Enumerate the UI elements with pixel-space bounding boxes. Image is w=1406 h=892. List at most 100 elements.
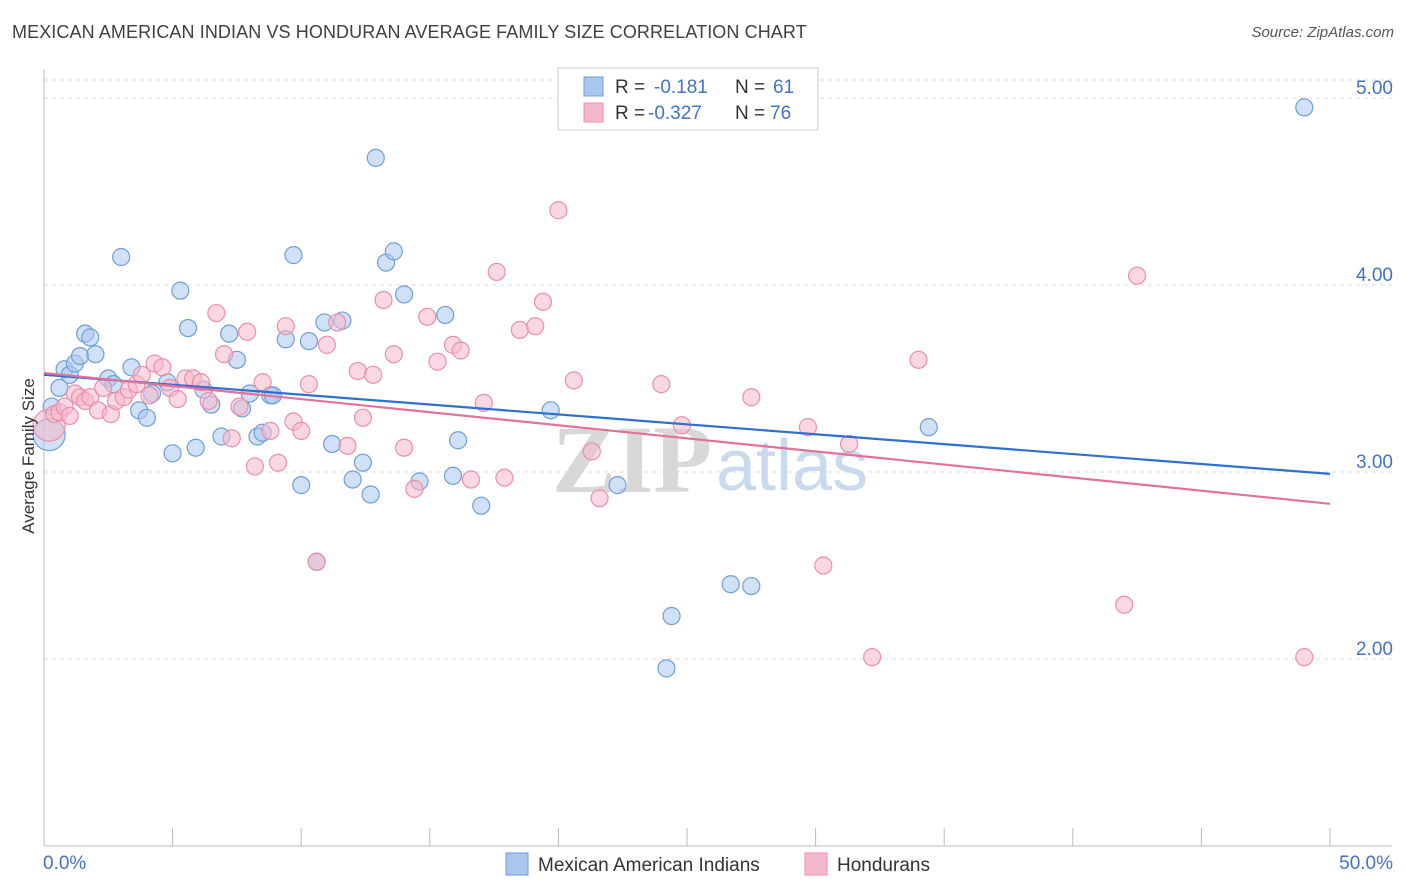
point-hondurans [199,391,218,411]
point-hondurans [222,429,241,448]
point-hondurans [428,352,447,371]
point-hondurans [307,552,326,571]
point-mexican-american-indians [163,444,182,463]
y-tick-label: 4.00 [1356,265,1393,286]
point-hondurans [140,386,159,405]
point-mexican-american-indians [436,305,455,325]
x-tick-label-right: 50.0% [1339,853,1393,874]
point-mexican-american-indians [366,148,385,167]
correlation-legend: R = -0.181 N = 61 R = -0.327 N = 76 [557,67,819,131]
point-hondurans [153,358,172,377]
point-hondurans [590,489,609,508]
point-hondurans [495,468,514,487]
point-mexican-american-indians [81,328,100,347]
y-tick-label: 5.00 [1356,78,1393,99]
point-hondurans [60,406,79,426]
y-tick-label: 3.00 [1356,452,1393,473]
point-hondurans [348,361,367,381]
trendline-hondurans [43,371,1331,505]
trend-layer [43,371,1331,505]
legend-n-label-1: N = [735,77,765,98]
y-tick-label: 2.00 [1356,639,1393,660]
point-hondurans [564,371,583,390]
point-hondurans [839,434,859,454]
point-mexican-american-indians [472,496,491,515]
point-hondurans [276,317,295,336]
legend-n-value-2: 76 [770,103,791,124]
point-mexican-american-indians [171,281,190,300]
trendline-mexican-american-indians [43,373,1331,475]
point-hondurans [253,373,272,392]
point-hondurans [742,388,761,407]
point-mexican-american-indians [186,438,205,457]
point-mexican-american-indians [384,242,403,261]
source-label: Source: ZipAtlas.com [1251,24,1394,41]
series-legend-swatch-pink [804,852,828,876]
grid-layer [44,79,1392,660]
point-hondurans [510,320,529,340]
legend-r-label-2: R = [615,103,645,124]
point-mexican-american-indians [608,476,627,495]
points-layer [32,98,1314,678]
point-mexican-american-indians [299,332,319,351]
series-legend-label-blue: Mexican American Indians [538,855,760,876]
point-mexican-american-indians [1295,98,1314,117]
point-hondurans [338,436,357,455]
point-mexican-american-indians [178,318,198,338]
series-legend-label-pink: Hondurans [837,855,930,876]
point-hondurans [1127,266,1147,285]
point-hondurans [384,345,403,364]
point-mexican-american-indians [742,576,761,596]
point-hondurans [268,453,288,472]
point-hondurans [292,421,311,440]
y-axis-title: Average Family Size [19,378,38,534]
point-hondurans [328,313,347,332]
legend-r-label-1: R = [615,77,645,98]
point-mexican-american-indians [137,408,156,427]
point-hondurans [245,457,265,476]
point-hondurans [1295,648,1314,667]
point-hondurans [230,397,249,416]
point-hondurans [317,335,337,354]
point-hondurans [299,375,319,394]
point-mexican-american-indians [662,606,681,626]
point-hondurans [549,201,568,220]
point-mexican-american-indians [322,434,342,454]
point-hondurans [207,303,226,323]
series-legend-swatch-blue [505,852,529,876]
point-hondurans [94,378,113,397]
point-hondurans [364,365,383,384]
point-hondurans [487,262,506,282]
point-hondurans [418,307,437,326]
point-hondurans [394,438,414,457]
point-hondurans [214,345,234,364]
point-mexican-american-indians [292,476,311,495]
legend-swatch-blue [583,76,604,97]
legend-n-label-2: N = [735,103,765,124]
point-hondurans [582,442,601,461]
legend-swatch-pink [583,102,604,123]
point-mexican-american-indians [394,285,414,304]
point-mexican-american-indians [361,485,380,504]
point-mexican-american-indians [541,401,560,420]
point-hondurans [909,350,928,369]
point-hondurans [652,375,671,394]
point-mexican-american-indians [657,659,676,678]
point-hondurans [261,421,280,440]
axes-layer [43,70,1392,847]
point-hondurans [238,322,257,341]
point-hondurans [353,408,373,427]
point-mexican-american-indians [721,575,740,594]
point-mexican-american-indians [86,345,105,364]
chart-title: MEXICAN AMERICAN INDIAN VS HONDURAN AVER… [12,22,807,42]
point-hondurans [168,389,187,409]
point-mexican-american-indians [448,431,468,450]
point-hondurans [526,317,545,336]
point-hondurans [374,290,393,310]
point-mexican-american-indians [70,346,90,366]
legend-n-value-1: 61 [773,77,794,98]
legend-r-value-2: -0.327 [648,103,702,124]
point-hondurans [474,393,493,412]
y-tick-labels: 2.00 3.00 4.00 5.00 [1356,78,1393,660]
